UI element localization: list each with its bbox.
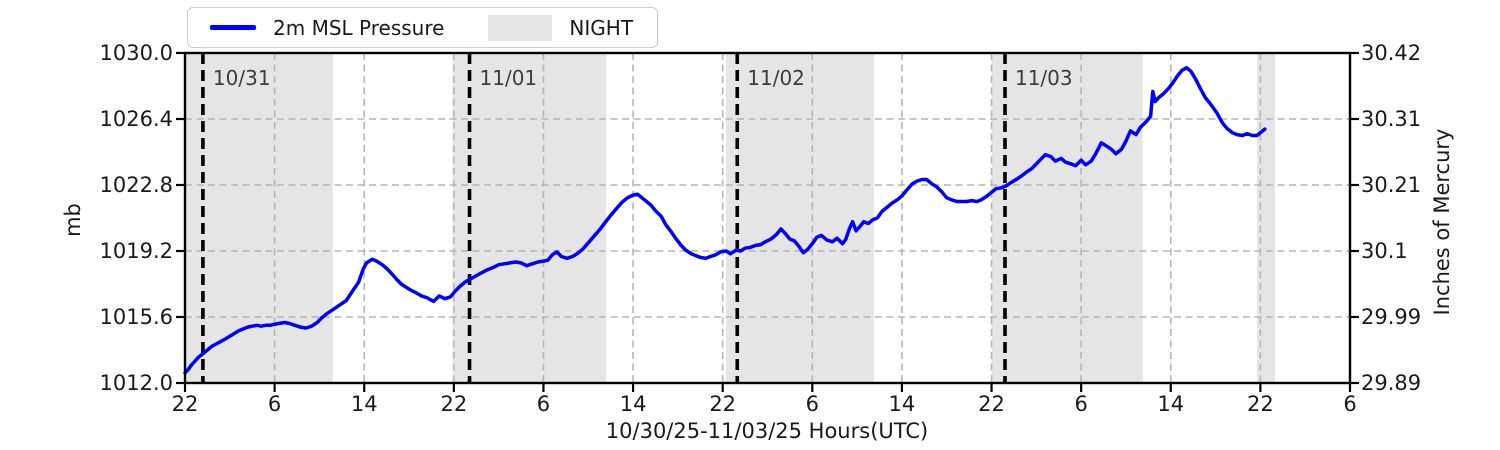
x-tick-label: 6 [1343, 392, 1356, 416]
night-band [452, 53, 607, 383]
legend: 2m MSL Pressure NIGHT [187, 7, 659, 48]
pressure-line [183, 65, 1267, 375]
x-tick-label: 22 [978, 392, 1005, 416]
x-tick-label: 22 [709, 392, 736, 416]
x-tick-label: 6 [1074, 392, 1087, 416]
date-label: 11/02 [747, 66, 805, 90]
x-tick-label: 22 [1247, 392, 1274, 416]
night-band [185, 53, 333, 383]
x-tick-label: 6 [806, 392, 819, 416]
y-tick-label-right: 29.89 [1361, 371, 1421, 395]
axis-frame [183, 51, 1352, 385]
y-axis-label-right: Inches of Mercury [1430, 129, 1454, 316]
x-tick-label: 22 [440, 392, 467, 416]
x-tick-label: 14 [620, 392, 647, 416]
x-tick-label: 14 [351, 392, 378, 416]
y-tick-label-left: 1026.4 [100, 107, 173, 131]
y-tick-label-left: 1012.0 [100, 371, 173, 395]
y-tick-label-left: 1030.0 [100, 41, 173, 65]
legend-label-night: NIGHT [569, 15, 634, 40]
night-band [1257, 53, 1275, 383]
y-tick-label-right: 29.99 [1361, 305, 1421, 329]
x-tick-label: 14 [889, 392, 916, 416]
date-label: 11/01 [480, 66, 538, 90]
night-band [991, 53, 1143, 383]
y-tick-label-right: 30.1 [1361, 239, 1408, 263]
x-tick-label: 6 [268, 392, 281, 416]
y-tick-label-right: 30.21 [1361, 173, 1421, 197]
y-tick-label-right: 30.42 [1361, 41, 1421, 65]
y-tick-label-right: 30.31 [1361, 107, 1421, 131]
x-tick-label: 22 [172, 392, 199, 416]
date-label: 10/31 [213, 66, 271, 90]
x-axis-label: 10/30/25-11/03/25 Hours(UTC) [606, 419, 928, 443]
pressure-line-swatch [210, 25, 256, 30]
date-label: 11/03 [1015, 66, 1073, 90]
x-tick-label: 6 [537, 392, 550, 416]
y-tick-label-left: 1022.8 [100, 173, 173, 197]
y-axis-label-left: mb [61, 203, 85, 237]
night-patch-swatch [488, 14, 553, 41]
y-tick-label-left: 1019.2 [100, 239, 173, 263]
legend-label-pressure: 2m MSL Pressure [273, 15, 445, 40]
y-tick-label-left: 1015.6 [100, 305, 173, 329]
night-band [726, 53, 874, 383]
x-tick-label: 14 [1157, 392, 1184, 416]
